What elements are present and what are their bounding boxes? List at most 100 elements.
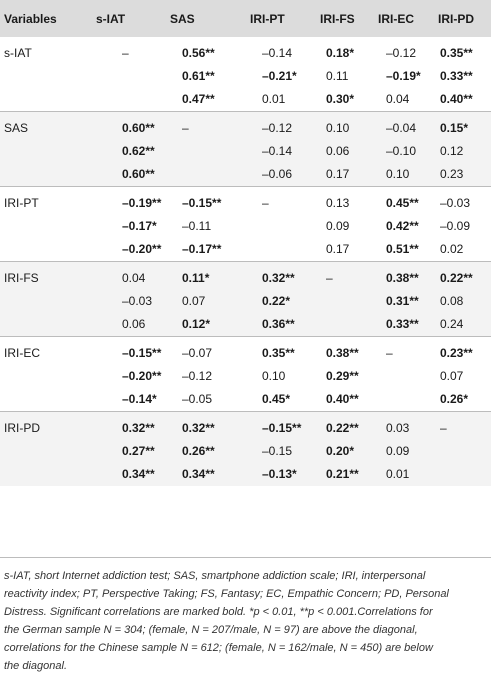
cell-value: –0.14 (262, 46, 293, 60)
table-cell: – (376, 337, 436, 412)
table-cell: 0.45** 0.42** 0.51** (376, 187, 436, 262)
cell-value: 0.51** (386, 242, 419, 256)
cell-value: 0.38** (386, 271, 419, 285)
variable-label: IRI-FS (4, 271, 39, 285)
table-row-group: s-IAT – 0.56** 0.61** 0.47** –0.14 –0.21* 0.01 0… (0, 37, 491, 112)
cell-value (122, 65, 168, 88)
cell-value: 0.18* (326, 46, 355, 60)
header-s-iat: s-IAT (96, 11, 126, 26)
divider-line (0, 411, 491, 412)
cell-value: 0.45** (386, 196, 419, 210)
cell-value: 0.11* (182, 271, 210, 285)
divider-line (0, 186, 491, 187)
cell-value: –0.15** (122, 346, 162, 360)
table-cell: – (168, 112, 248, 187)
cell-value: 0.60** (122, 121, 155, 135)
cell-value: –0.11 (182, 219, 212, 233)
header-sas: SAS (170, 11, 195, 26)
table-cell: –0.03 –0.09 0.02 (436, 187, 491, 262)
table-cell: 0.32** 0.22* 0.36** (248, 262, 318, 337)
cell-value: – (182, 121, 189, 135)
footnote-line: reactivity index; PT, Perspective Taking… (4, 588, 449, 600)
divider-line (0, 336, 491, 337)
table-row-group: SAS 0.60** 0.62** 0.60** – –0.12 –0.14 –0.06 0.1… (0, 112, 491, 187)
header-iri-fs: IRI-FS (320, 11, 355, 26)
cell-value: 0.10 (386, 167, 410, 181)
table-cell: 0.03 0.09 0.01 (376, 412, 436, 486)
table-cell: 0.35** 0.33** 0.40** (436, 37, 491, 112)
cell-value: 0.34** (182, 467, 215, 481)
table-cell: 0.15* 0.12 0.23 (436, 112, 491, 187)
table-cell: 0.22** 0.08 0.24 (436, 262, 491, 337)
cell-value: 0.10 (262, 369, 286, 383)
variable-label: s-IAT (4, 46, 32, 60)
cell-value (440, 463, 491, 486)
table-cell: – (248, 187, 318, 262)
cell-value: 0.36** (262, 317, 295, 331)
table-cell: 0.38** 0.29** 0.40** (318, 337, 376, 412)
table-cell: 0.10 0.06 0.17 (318, 112, 376, 187)
cell-value: –0.20** (122, 369, 162, 383)
variable-label: IRI-PT (4, 196, 39, 210)
cell-value: –0.03 (122, 294, 153, 308)
cell-value: 0.62** (122, 144, 155, 158)
cell-value: 0.27** (122, 444, 155, 458)
cell-value: 0.04 (122, 271, 146, 285)
cell-value: –0.12 (262, 121, 293, 135)
table-row-group: IRI-FS 0.04 –0.03 0.06 0.11* 0.07 0.12* 0.32** 0… (0, 262, 491, 337)
cell-value: –0.14* (122, 392, 157, 406)
row-variable-name: IRI-FS (0, 262, 92, 337)
row-divider (0, 411, 491, 412)
table-cell: – (92, 37, 168, 112)
row-variable-name: IRI-PT (0, 187, 92, 262)
table-cell: 0.32** 0.26** 0.34** (168, 412, 248, 486)
cell-value (326, 290, 376, 313)
cell-value (386, 388, 436, 411)
cell-value: 0.26* (440, 392, 469, 406)
row-variable-name: s-IAT (0, 37, 92, 112)
cell-value: 0.33** (386, 317, 419, 331)
cell-value: 0.40** (440, 92, 473, 106)
table-cell: –0.07 –0.12 –0.05 (168, 337, 248, 412)
row-divider (0, 261, 491, 262)
cell-value: 0.06 (326, 144, 350, 158)
cell-value: 0.17 (326, 242, 350, 256)
cell-value: 0.03 (386, 421, 410, 435)
cell-value: 0.31** (386, 294, 419, 308)
cell-value: 0.40** (326, 392, 359, 406)
cell-value: – (386, 346, 393, 360)
cell-value: 0.35** (262, 346, 295, 360)
cell-value: 0.47** (182, 92, 215, 106)
cell-value: 0.13 (326, 196, 350, 210)
cell-value: – (326, 271, 333, 285)
cell-value (326, 313, 376, 336)
cell-value: 0.38** (326, 346, 359, 360)
footnote-line: s-IAT, short Internet addiction test; SA… (4, 570, 426, 582)
cell-value (122, 88, 168, 111)
cell-value: 0.10 (326, 121, 350, 135)
table-cell: –0.19** –0.17* –0.20** (92, 187, 168, 262)
cell-value: 0.12 (440, 144, 464, 158)
cell-value: 0.45* (262, 392, 291, 406)
cell-value: 0.02 (440, 242, 464, 256)
row-divider (0, 111, 491, 112)
cell-value: 0.12* (182, 317, 211, 331)
cell-value: 0.23** (440, 346, 473, 360)
cell-value: –0.17** (182, 242, 222, 256)
cell-value: –0.12 (182, 369, 213, 383)
table-cell: 0.22** 0.20* 0.21** (318, 412, 376, 486)
table-cell: –0.04 –0.10 0.10 (376, 112, 436, 187)
correlation-table: Variables s-IAT SAS IRI-PT IRI-FS IRI-EC… (0, 0, 491, 486)
cell-value: –0.17* (122, 219, 157, 233)
cell-value: 0.01 (386, 467, 410, 481)
table-cell: 0.38** 0.31** 0.33** (376, 262, 436, 337)
header-variables: Variables (4, 11, 57, 26)
cell-value: –0.09 (440, 219, 471, 233)
table-body: s-IAT –0.56** 0.61** 0.47** –0.14 –0.21* 0.01 0… (0, 37, 491, 486)
table-cell: –0.15** –0.20** –0.14* (92, 337, 168, 412)
cell-value: –0.15 (262, 444, 293, 458)
cell-value: –0.19* (386, 69, 421, 83)
table-cell: – (318, 262, 376, 337)
cell-value: 0.35** (440, 46, 473, 60)
